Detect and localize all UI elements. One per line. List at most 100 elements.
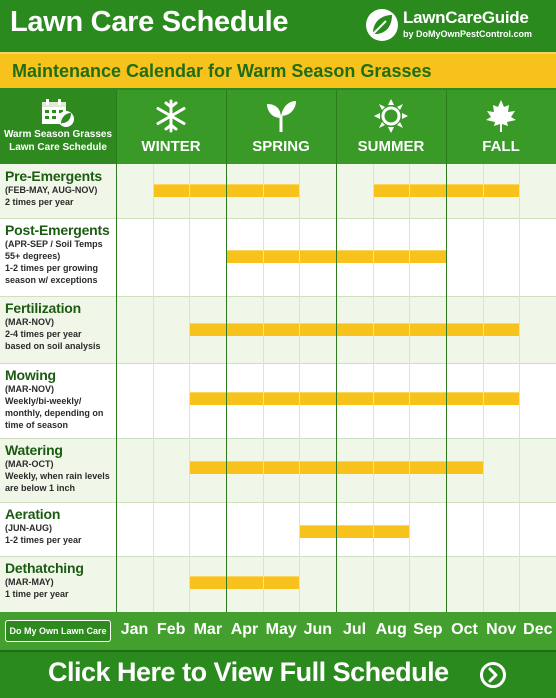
month-label-jan: Jan [120,621,149,638]
task-row-pre-emergents: Pre-Emergents (FEB-MAY, AUG-NOV) 2 times… [0,164,556,218]
activity-bar [300,525,410,538]
month-label-sep: Sep [413,621,443,638]
task-detail: based on soil analysis [5,341,101,351]
month-label-apr: Apr [230,621,259,638]
task-detail: (JUN-AUG) [5,523,52,533]
banner-title: Maintenance Calendar for Warm Season Gra… [12,61,432,81]
activity-bar [190,323,520,336]
task-title: Watering [5,442,63,458]
lawn-care-guide-logo[interactable]: LawnCareGuide by DoMyOwnPestControl.com [366,8,548,42]
month-divider [152,164,154,612]
sprout-icon [226,98,336,132]
sun-icon [336,98,446,133]
task-label: Watering (MAR-OCT) Weekly, when rain lev… [0,438,116,502]
month-label-aug: Aug [375,621,407,638]
task-row-post-emergents: Post-Emergents (APR-SEP / Soil Temps 55+… [0,218,556,296]
season-divider [226,90,227,164]
task-row-aeration: Aeration (JUN-AUG) 1-2 times per year [0,502,556,556]
task-label: Pre-Emergents (FEB-MAY, AUG-NOV) 2 times… [0,164,116,218]
task-detail: (FEB-MAY, AUG-NOV) [5,185,98,195]
activity-bar [190,576,300,589]
task-detail: 2-4 times per year [5,329,82,339]
row-divider [0,502,556,503]
task-title: Fertilization [5,300,81,316]
season-name-winter: WINTER [141,138,201,155]
month-label-dec: Dec [523,621,553,638]
corner-label: Warm Season Grasses Lawn Care Schedule [0,128,116,154]
logo-sub-text: by DoMyOwnPestControl.com [403,29,533,39]
task-detail: time of season [5,420,69,430]
page-title: Lawn Care Schedule [10,6,289,38]
month-label-may: May [265,621,297,638]
activity-bar [190,392,520,405]
month-label-oct: Oct [451,621,478,638]
corner-label-line2: Lawn Care Schedule [9,142,107,153]
task-row-dethatching: Dethatching (MAR-MAY) 1 time per year [0,556,556,612]
task-detail: (MAR-OCT) [5,459,54,469]
corner-label-line1: Warm Season Grasses [3,129,113,140]
task-row-mowing: Mowing (MAR-NOV) Weekly/bi-weekly/ month… [0,363,556,438]
task-label: Fertilization (MAR-NOV) 2-4 times per ye… [0,296,116,363]
task-row-watering: Watering (MAR-OCT) Weekly, when rain lev… [0,438,556,502]
month-label-jun: Jun [303,621,333,638]
season-divider [336,90,337,164]
logo-main-text: LawnCareGuide [403,8,529,27]
task-label: Post-Emergents (APR-SEP / Soil Temps 55+… [0,218,116,296]
season-spring: SPRING [226,90,336,164]
month-label-mar: Mar [193,621,223,638]
month-label-jul: Jul [342,621,367,638]
month-divider [372,164,374,612]
row-divider [0,438,556,439]
task-detail: (APR-SEP / Soil Temps [5,239,103,249]
task-title: Pre-Emergents [5,168,102,184]
season-header: Warm Season Grasses Lawn Care Schedule W… [0,90,556,164]
task-detail: 1-2 times per year [5,535,82,545]
cta-text: Click Here to View Full Schedule [48,657,449,687]
corner-cell: Warm Season Grasses Lawn Care Schedule [0,90,116,164]
task-detail: (MAR-MAY) [5,577,54,587]
row-divider [0,218,556,219]
task-title: Aeration [5,506,61,522]
task-detail: Weekly, when rain levels [5,471,110,481]
task-title: Dethatching [5,560,84,576]
schedule-grid: Pre-Emergents (FEB-MAY, AUG-NOV) 2 times… [0,164,556,612]
task-label: Mowing (MAR-NOV) Weekly/bi-weekly/ month… [0,363,116,438]
view-full-schedule-button[interactable]: Click Here to View Full Schedule [0,650,556,698]
do-my-own-lawn-care-button[interactable]: Do My Own Lawn Care [5,620,111,642]
task-label: Aeration (JUN-AUG) 1-2 times per year [0,502,116,556]
month-label-feb: Feb [156,621,186,638]
banner-wrap: Maintenance Calendar for Warm Season Gra… [0,50,556,90]
task-detail: (MAR-NOV) [5,384,54,394]
task-detail: 1 time per year [5,589,69,599]
task-detail: (MAR-NOV) [5,317,54,327]
task-detail: 55+ degrees) [5,251,61,261]
season-winter: WINTER [116,90,226,164]
season-fall: FALL [446,90,556,164]
season-divider [116,90,117,164]
task-detail: are below 1 inch [5,483,76,493]
leaf-logo-icon [366,9,398,41]
task-label: Dethatching (MAR-MAY) 1 time per year [0,556,116,612]
task-detail: season w/ exceptions [5,275,98,285]
season-name-spring: SPRING [252,138,310,155]
month-divider [299,164,301,612]
month-divider [409,164,411,612]
season-divider [446,90,447,164]
month-divider [482,164,484,612]
month-divider [226,164,227,612]
month-divider [189,164,191,612]
month-divider [446,164,448,612]
maple-leaf-icon [446,98,556,132]
header: Lawn Care Schedule LawnCareGuide by DoMy… [0,0,556,50]
chevron-right-circle-icon [480,662,506,688]
month-divider [262,164,264,612]
task-title: Post-Emergents [5,222,110,238]
row-divider [0,363,556,364]
task-title: Mowing [5,367,56,383]
month-bar: Do My Own Lawn Care Jan Feb Mar Apr May Jun Ju… [0,612,556,650]
task-detail: monthly, depending on [5,408,104,418]
snowflake-icon [116,98,226,133]
season-name-fall: FALL [482,138,520,155]
calendar-banner: Maintenance Calendar for Warm Season Gra… [0,52,556,88]
month-divider [519,164,521,612]
